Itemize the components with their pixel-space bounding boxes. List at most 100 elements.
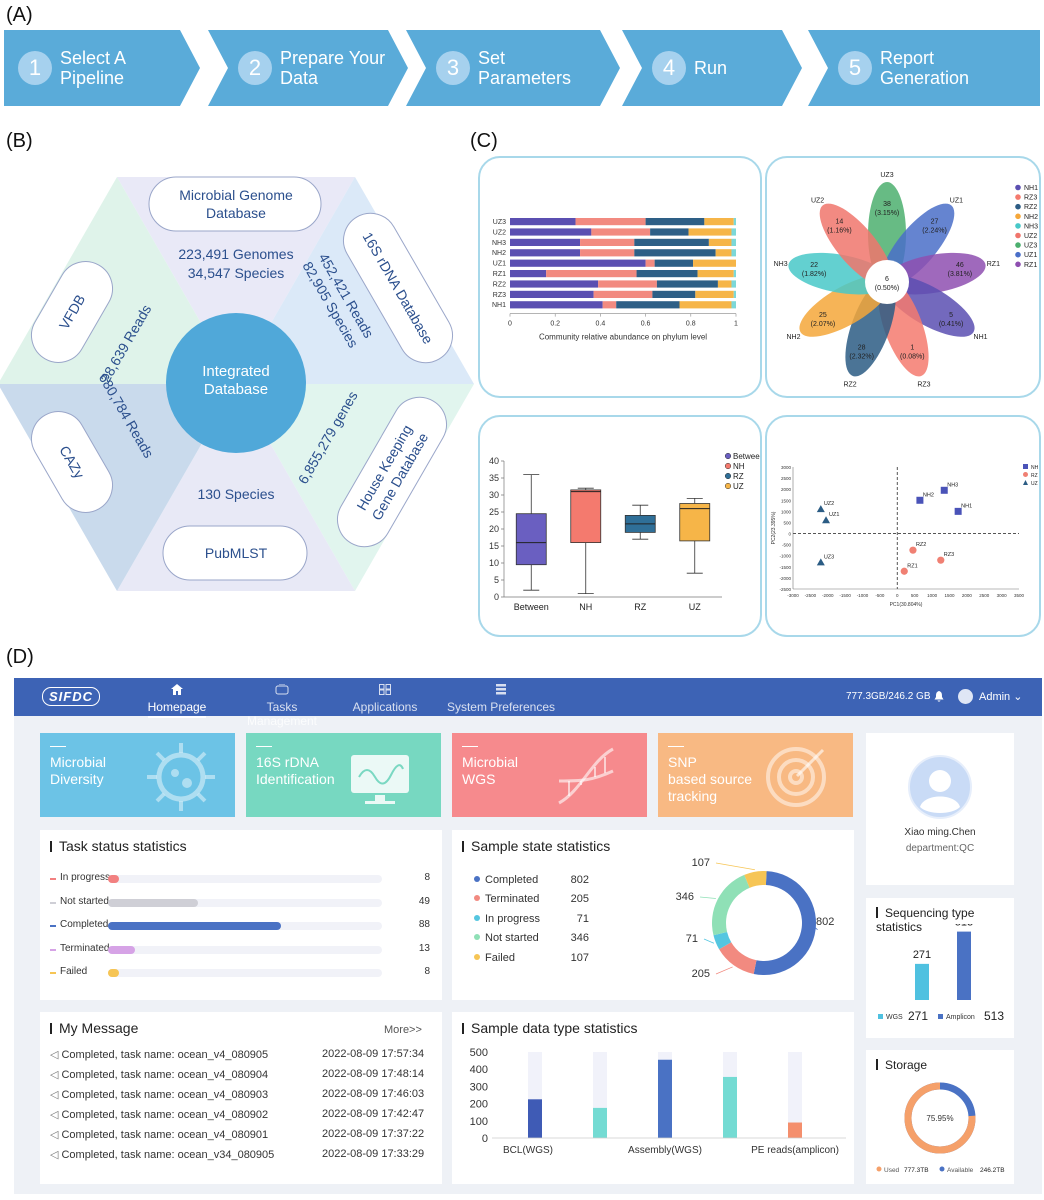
seq-bar-wgs bbox=[915, 963, 929, 1000]
box-category-label: RZ bbox=[634, 602, 646, 612]
seq-legend-marker bbox=[938, 1014, 943, 1019]
nav-homepage[interactable]: Homepage bbox=[144, 682, 210, 718]
nav-label-preferences: System Preferences bbox=[446, 700, 556, 714]
box-y-tick-label: 30 bbox=[489, 490, 499, 500]
donut-leader-line bbox=[699, 896, 716, 899]
stack-category-label: UZ1 bbox=[493, 261, 506, 268]
pca-point-label: RZ3 bbox=[944, 552, 954, 558]
task-status-track bbox=[108, 922, 382, 930]
message-item[interactable]: ◁ Completed, task name: ocean_v4_080901 20… bbox=[50, 1128, 440, 1141]
pca-x-tick-label: -1000 bbox=[857, 593, 869, 598]
nav-tasks[interactable]: Tasks Management bbox=[234, 682, 330, 728]
sequencing-type-title: Sequencing type statistics bbox=[876, 906, 1014, 934]
sample-state-label: In progress bbox=[485, 912, 541, 925]
box-legend-marker bbox=[724, 482, 732, 490]
flower-legend-label: RZ2 bbox=[1024, 204, 1037, 211]
sd-y-tick-label: 200 bbox=[470, 1099, 488, 1111]
avatar-small[interactable] bbox=[958, 689, 973, 704]
message-time: 2022-08-09 17:37:22 bbox=[322, 1128, 425, 1140]
flower-legend-marker bbox=[1015, 203, 1021, 210]
task-status-title: Task status statistics bbox=[50, 838, 187, 854]
stack-segment-NH2-p4 bbox=[715, 249, 732, 257]
pca-point-label: RZ1 bbox=[907, 563, 917, 569]
feature-label-line1: SNP bbox=[668, 754, 697, 770]
flower-center-pct: (0.50%) bbox=[875, 285, 900, 292]
center-label-1: Integrated bbox=[202, 363, 270, 380]
panel-label-d: (D) bbox=[6, 646, 34, 668]
sample-data-card: Sample data type statistics 500 400 300 200… bbox=[452, 1012, 854, 1184]
pca-x-tick-label: 1000 bbox=[927, 593, 938, 598]
message-item[interactable]: ◁ Completed, task name: ocean_v34_080905 2… bbox=[50, 1148, 440, 1161]
task-status-fill bbox=[108, 898, 199, 907]
pill-pubmlst bbox=[162, 525, 308, 581]
sample-state-card: Sample state statistics Completed 802 Term… bbox=[452, 830, 854, 1000]
feature-microbial-wgs[interactable]: Microbial WGS bbox=[452, 733, 647, 817]
message-item[interactable]: ◁ Completed, task name: ocean_v4_080904 20… bbox=[50, 1068, 440, 1081]
stack-segment-NH2-p2 bbox=[580, 249, 635, 257]
stack-segment-UZ3-p3 bbox=[645, 218, 705, 226]
nav-label-applications: Applications bbox=[352, 700, 418, 714]
message-item[interactable]: ◁ Completed, task name: ocean_v4_080902 20… bbox=[50, 1108, 440, 1121]
feature-microbial-diversity[interactable]: Microbial Diversity bbox=[40, 733, 235, 817]
nav-applications[interactable]: Applications bbox=[350, 682, 420, 714]
box-legend-label: RZ bbox=[733, 472, 744, 481]
sd-bar bbox=[528, 1099, 542, 1138]
pca-y-tick-label: -500 bbox=[782, 543, 792, 548]
task-status-fill bbox=[108, 875, 119, 883]
speaker-icon: ◁ bbox=[50, 1069, 59, 1081]
sd-bar bbox=[658, 1059, 672, 1138]
stack-segment-UZ2-p3 bbox=[650, 228, 689, 236]
feature-snp-tracking[interactable]: SNP based source tracking bbox=[658, 733, 853, 817]
bell-icon[interactable] bbox=[934, 691, 944, 702]
flower-legend-label: RZ1 bbox=[1024, 262, 1037, 269]
pca-legend-marker bbox=[1023, 480, 1028, 485]
message-item[interactable]: ◁ Completed, task name: ocean_v4_080905 20… bbox=[50, 1048, 440, 1061]
donut-leader-line bbox=[807, 921, 818, 931]
admin-label: Admin bbox=[979, 691, 1011, 703]
stack-x-axis-title: Community relative abundance on phylum l… bbox=[539, 333, 707, 342]
message-text: Completed, task name: ocean_v4_080904 bbox=[61, 1069, 269, 1081]
pca-x-tick-label: 0 bbox=[896, 593, 899, 598]
sd-x-label: Assembly(WGS) bbox=[628, 1145, 702, 1156]
pca-panel: -3000 -2500 -2000 -1500 -1000 -500 0 500 1000 150… bbox=[765, 415, 1041, 637]
stack-segment-RZ1-p4 bbox=[697, 270, 734, 278]
pca-x-tick-label: -2000 bbox=[822, 593, 834, 598]
nav-preferences[interactable]: System Preferences bbox=[446, 682, 556, 714]
pca-y-tick-label: 3000 bbox=[781, 465, 792, 470]
admin-menu[interactable]: Admin ⌄ bbox=[979, 690, 1022, 703]
message-title: My Message bbox=[50, 1020, 138, 1036]
petal-pct-RZ2: (2.32%) bbox=[849, 354, 874, 361]
storage-usage: 777.3GB/246.2 GB bbox=[846, 691, 931, 702]
feature-16s-rdna[interactable]: 16S rDNA Identification bbox=[246, 733, 441, 817]
seq-legend-label: Amplicon bbox=[946, 1014, 975, 1021]
step-label: Set Parameters bbox=[478, 48, 572, 88]
stack-segment-NH3-p3 bbox=[634, 238, 709, 246]
flower-legend-marker bbox=[1015, 232, 1021, 239]
donut-value-label: 205 bbox=[692, 968, 710, 980]
flower-legend-marker bbox=[1015, 251, 1021, 258]
box-legend-marker bbox=[724, 462, 732, 470]
donut-leader-line bbox=[715, 862, 755, 871]
box-legend-label: UZ bbox=[733, 482, 744, 491]
avatar[interactable] bbox=[908, 755, 972, 819]
integrated-database-center bbox=[166, 313, 306, 453]
sd-bar bbox=[788, 1122, 802, 1138]
feature-label-line1: Microbial bbox=[50, 754, 107, 770]
step-number: 2 bbox=[238, 51, 272, 85]
stack-segment-NH1-p1 bbox=[510, 301, 603, 309]
task-status-value: 49 bbox=[418, 895, 430, 907]
pipeline-step-1: 1 Select A Pipeline bbox=[4, 30, 200, 106]
petal-name-UZ2: UZ2 bbox=[811, 197, 824, 204]
pca-legend-label: RZ bbox=[1031, 473, 1038, 479]
sd-bar-track bbox=[788, 1052, 802, 1138]
pca-y-tick-label: 2000 bbox=[781, 487, 792, 492]
box-legend-label: Between bbox=[733, 452, 762, 461]
more-link[interactable]: More>> bbox=[384, 1024, 422, 1036]
sd-y-tick-label: 300 bbox=[470, 1081, 488, 1093]
stack-category-label: UZ2 bbox=[493, 229, 506, 236]
target-icon bbox=[766, 747, 826, 807]
storage-ring-used bbox=[904, 1082, 976, 1154]
message-item[interactable]: ◁ Completed, task name: ocean_v4_080903 20… bbox=[50, 1088, 440, 1101]
pca-point-UZ3 bbox=[816, 558, 825, 566]
sample-state-row: Failed 107 bbox=[474, 952, 589, 964]
